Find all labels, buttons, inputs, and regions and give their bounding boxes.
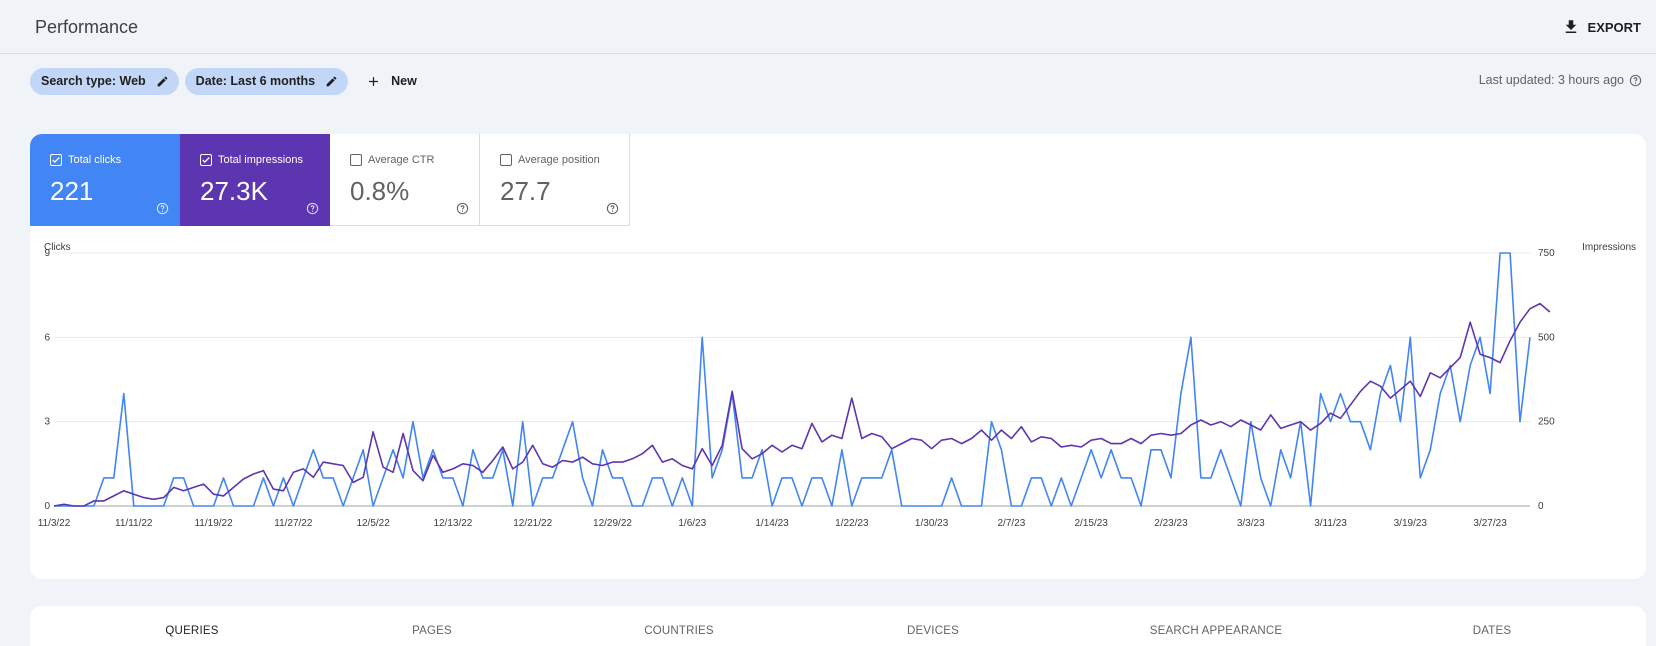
x-tick-label: 12/13/22 (433, 518, 472, 529)
series-line-impressions[interactable] (53, 302, 1551, 507)
series-line-clicks[interactable] (54, 252, 1531, 507)
metric-value: 0.8% (350, 176, 410, 206)
tab-countries[interactable]: COUNTRIES (644, 625, 714, 637)
help-icon[interactable] (156, 202, 169, 215)
right-tick-label: 250 (1538, 417, 1555, 428)
chip-label: Date: Last 6 months (195, 74, 316, 88)
right-tick-label: 0 (1538, 501, 1544, 512)
x-tick-label: 1/14/23 (755, 518, 789, 529)
export-label: EXPORT (1587, 19, 1641, 35)
right-tick-label: 500 (1538, 332, 1555, 343)
tab-pages[interactable]: PAGES (412, 625, 452, 637)
edit-icon (326, 76, 337, 86)
performance-chart[interactable]: Clicks Impressions 0 0 3 250 6 500 9 750 11/3/22… (30, 234, 1646, 574)
metric-label: Total impressions (218, 154, 303, 166)
metric-label: Average CTR (368, 154, 435, 166)
help-icon[interactable] (606, 202, 619, 215)
x-tick-label: 11/19/22 (194, 518, 233, 529)
help-icon[interactable] (306, 202, 319, 215)
metric-value: 27.7 (500, 176, 551, 206)
date-chip[interactable]: Date: Last 6 months (184, 67, 349, 95)
filter-bar: Search type: Web Date: Last 6 months New (30, 67, 417, 95)
x-tick-label: 3/3/23 (1237, 518, 1265, 529)
x-tick-label: 11/11/22 (115, 518, 153, 529)
x-tick-label: 1/6/23 (678, 518, 706, 529)
last-updated: Last updated: 3 hours ago (1479, 73, 1642, 87)
metric-label: Average position (518, 154, 600, 166)
header: Performance EXPORT (0, 0, 1656, 54)
new-label: New (391, 74, 417, 88)
checkbox-checked-icon[interactable] (200, 154, 212, 166)
x-tick-label: 3/19/23 (1394, 518, 1428, 529)
x-tick-label: 2/15/23 (1075, 518, 1109, 529)
new-filter-button[interactable]: New (366, 74, 417, 89)
x-tick-label: 2/23/23 (1154, 518, 1188, 529)
metric-average-position[interactable]: Average position 27.7 (480, 134, 630, 226)
checkbox-unchecked-icon[interactable] (350, 154, 362, 166)
metric-value: 27.3K (200, 176, 268, 206)
help-icon[interactable] (456, 202, 469, 215)
x-tick-label: 12/5/22 (356, 518, 390, 529)
left-tick-label: 0 (44, 501, 50, 512)
left-tick-label: 9 (44, 248, 50, 259)
x-tick-label: 11/27/22 (274, 518, 313, 529)
tab-devices[interactable]: DEVICES (907, 625, 959, 637)
x-tick-label: 12/29/22 (593, 518, 632, 529)
search-type-chip[interactable]: Search type: Web (30, 67, 179, 95)
left-tick-label: 6 (44, 332, 50, 343)
x-tick-label: 1/22/23 (835, 518, 869, 529)
x-tick-label: 12/21/22 (513, 518, 552, 529)
left-axis-title: Clicks (44, 242, 71, 253)
x-tick-label: 2/7/23 (997, 518, 1025, 529)
tab-queries[interactable]: QUERIES (165, 625, 219, 637)
metric-total-clicks[interactable]: Total clicks 221 (30, 134, 180, 226)
export-button[interactable]: EXPORT (1562, 14, 1641, 40)
x-tick-label: 3/11/23 (1314, 518, 1347, 529)
metric-value: 221 (50, 176, 94, 206)
checkbox-unchecked-icon[interactable] (500, 154, 512, 166)
tab-search-appearance[interactable]: SEARCH APPEARANCE (1149, 625, 1283, 637)
tab-dates[interactable]: DATES (1472, 625, 1512, 637)
metric-total-impressions[interactable]: Total impressions 27.3K (180, 134, 330, 226)
edit-icon (157, 76, 168, 86)
metric-label: Total clicks (68, 154, 122, 166)
help-icon[interactable] (1629, 74, 1642, 87)
x-tick-label: 11/3/22 (38, 518, 71, 529)
metric-average-ctr[interactable]: Average CTR 0.8% (330, 134, 480, 226)
right-tick-label: 750 (1538, 248, 1555, 259)
metric-tabs: Total clicks 221 Total impressions 27.3K (30, 134, 630, 226)
plus-icon (369, 76, 379, 86)
last-updated-text: Last updated: 3 hours ago (1478, 73, 1624, 87)
x-tick-label: 1/30/23 (915, 518, 949, 529)
report-tabs: QUERIES PAGES COUNTRIES DEVICES SEARCH A… (30, 606, 1646, 646)
x-tick-label: 3/27/23 (1473, 518, 1507, 529)
left-tick-label: 3 (44, 417, 50, 428)
right-axis-title: Impressions (1582, 242, 1636, 253)
performance-card: Total clicks 221 Total impressions 27.3K (30, 134, 1646, 579)
download-icon (1565, 20, 1576, 33)
page-title: Performance (35, 17, 139, 37)
checkbox-checked-icon[interactable] (50, 154, 62, 166)
chip-label: Search type: Web (41, 74, 146, 88)
